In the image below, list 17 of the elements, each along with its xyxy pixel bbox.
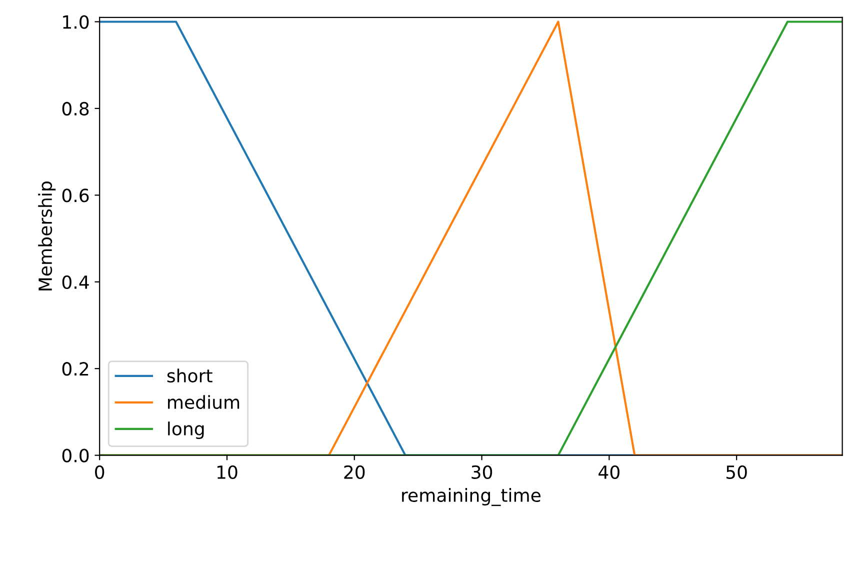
y-tick-label: 0.0 xyxy=(62,448,89,462)
y-tick-label: 0.8 xyxy=(62,102,89,116)
y-tick-label: 0.4 xyxy=(62,275,89,289)
y-tick-label: 1.0 xyxy=(63,15,89,29)
y-axis-title: Membership xyxy=(38,182,56,290)
x-axis-title: remaining_time xyxy=(402,488,540,506)
legend-label: short xyxy=(167,368,212,383)
y-tick-label: 0.2 xyxy=(62,362,88,376)
x-tick-label: 30 xyxy=(472,465,492,479)
x-tick-label: 50 xyxy=(726,465,747,479)
y-tick-label: 0.6 xyxy=(62,188,89,202)
legend-label: long xyxy=(168,422,204,440)
legend-label: medium xyxy=(168,395,240,410)
x-tick-label: 10 xyxy=(217,465,238,479)
x-tick-label: 20 xyxy=(344,465,365,479)
x-tick-label: 40 xyxy=(598,465,620,479)
x-tick-label: 0 xyxy=(95,465,104,479)
